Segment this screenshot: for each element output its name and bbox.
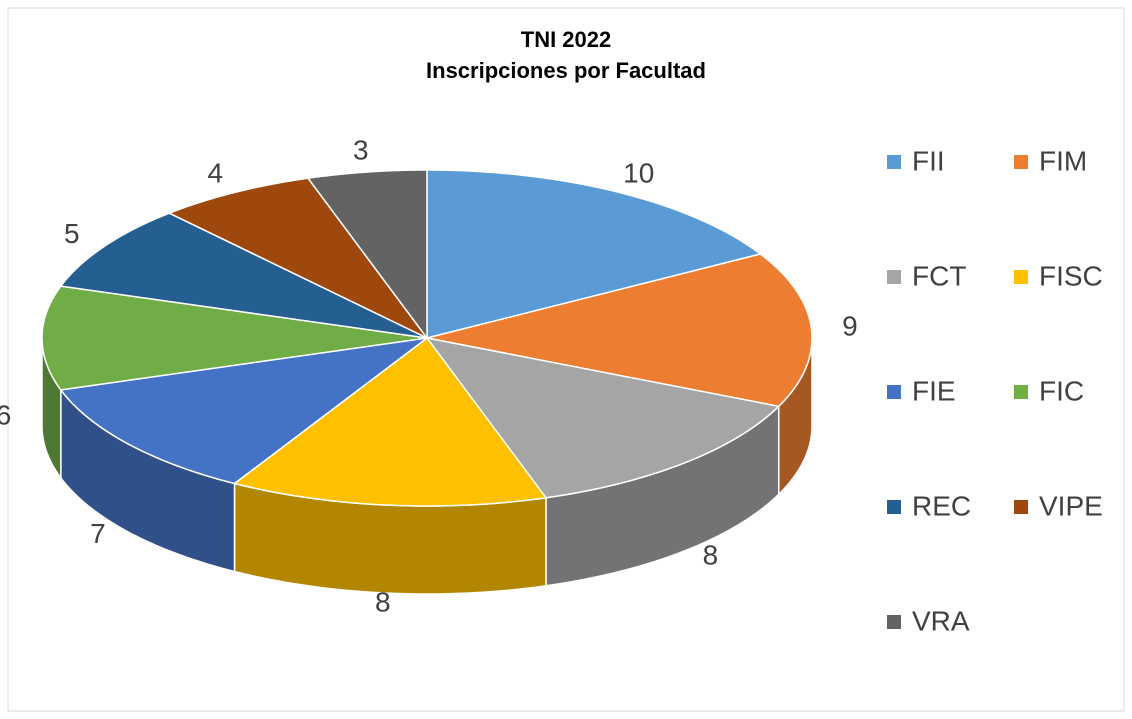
legend-label: VIPE bbox=[1039, 490, 1103, 521]
legend-label: FIE bbox=[912, 375, 956, 406]
slice bbox=[425, 336, 781, 499]
legend-swatch bbox=[887, 615, 901, 629]
legend-label: REC bbox=[912, 490, 971, 521]
data-label: 8 bbox=[375, 587, 391, 618]
slice bbox=[426, 169, 763, 339]
data-label: 4 bbox=[207, 157, 223, 188]
data-label: 6 bbox=[0, 400, 11, 431]
data-label: 10 bbox=[623, 157, 654, 188]
data-label: 8 bbox=[703, 539, 719, 570]
legend-swatch bbox=[1014, 500, 1028, 514]
legend-label: FISC bbox=[1039, 260, 1103, 291]
slice bbox=[59, 212, 428, 339]
legend-label: FIM bbox=[1039, 145, 1087, 176]
chart-subtitle: Inscripciones por Facultad bbox=[426, 58, 706, 83]
slice bbox=[41, 285, 428, 391]
legend-swatch bbox=[887, 385, 901, 399]
data-label: 7 bbox=[90, 518, 106, 549]
legend-swatch bbox=[887, 270, 901, 284]
data-label: 3 bbox=[353, 135, 369, 166]
slice bbox=[167, 177, 428, 339]
legend-swatch bbox=[1014, 155, 1028, 169]
legend-label: VRA bbox=[912, 605, 970, 636]
chart-title: TNI 2022 bbox=[521, 27, 612, 52]
legend-label: FIC bbox=[1039, 375, 1084, 406]
data-label: 9 bbox=[842, 311, 858, 342]
legend-label: FII bbox=[912, 145, 945, 176]
legend-swatch bbox=[887, 155, 901, 169]
legend-swatch bbox=[1014, 270, 1028, 284]
legend-swatch bbox=[887, 500, 901, 514]
slice bbox=[426, 253, 813, 408]
legend-swatch bbox=[1014, 385, 1028, 399]
slice bbox=[232, 336, 548, 507]
slice bbox=[306, 169, 428, 341]
data-label: 5 bbox=[64, 218, 80, 249]
slice bbox=[59, 336, 430, 485]
legend-label: FCT bbox=[912, 260, 966, 291]
